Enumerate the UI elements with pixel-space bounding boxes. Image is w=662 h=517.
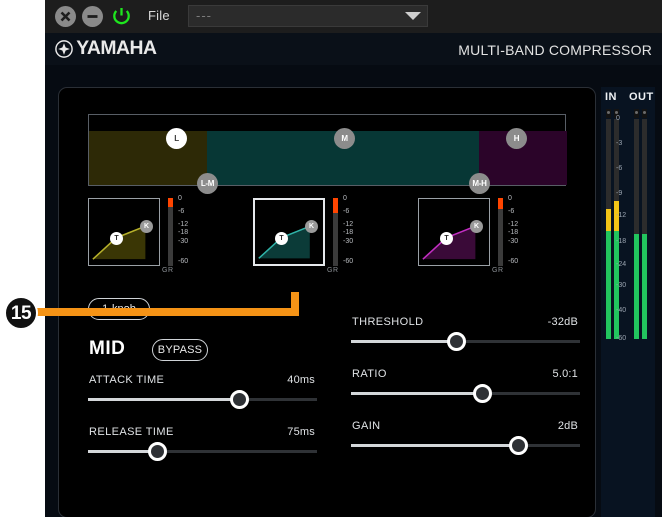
slider-gain[interactable]: GAIN 2dB: [351, 420, 580, 472]
slider-release-time[interactable]: RELEASE TIME 75ms: [88, 426, 317, 478]
threshold-node-low[interactable]: T: [110, 232, 123, 245]
knee-node-low[interactable]: K: [140, 220, 153, 233]
left-slider-column: ATTACK TIME 40ms RELEASE TIME 75ms: [88, 374, 317, 478]
slider-value: 40ms: [287, 374, 315, 386]
slider-track[interactable]: [88, 390, 317, 409]
band-handle-mid[interactable]: M: [334, 128, 355, 149]
slider-track[interactable]: [351, 384, 580, 403]
gr-scale-mid: 0 -6 -12 -18 -30 -60: [343, 195, 354, 265]
gr-label-high: GR: [492, 267, 504, 274]
slider-value: 2dB: [557, 420, 578, 432]
slider-label: RATIO: [352, 368, 387, 380]
threshold-node-high[interactable]: T: [440, 232, 453, 245]
slider-knob[interactable]: [447, 332, 467, 351]
controls-area: 1-knob MID BYPASS ATTACK TIME 40ms: [88, 298, 580, 478]
close-icon[interactable]: [55, 6, 76, 27]
slider-threshold[interactable]: THRESHOLD -32dB: [351, 316, 580, 368]
slider-value: 75ms: [287, 426, 315, 438]
main-area: L M H L-M M-H: [45, 65, 662, 517]
split-handle-l-m[interactable]: L-M: [197, 173, 218, 194]
slider-label: GAIN: [352, 420, 381, 432]
meter-label-out: OUT: [629, 91, 654, 103]
callout-number: 15: [4, 296, 38, 330]
band-graphs: T K 0 -6 -12 -18 -30 -60 GR: [88, 195, 566, 286]
slider-label: ATTACK TIME: [89, 374, 165, 386]
crossover-display[interactable]: L M H L-M M-H: [88, 114, 567, 194]
gr-meter-mid: [333, 198, 338, 266]
meter-out-left: [634, 109, 639, 339]
slider-attack-time[interactable]: ATTACK TIME 40ms: [88, 374, 317, 426]
band-region-low[interactable]: [89, 131, 207, 185]
title-bar: File ---: [45, 0, 662, 33]
slider-knob[interactable]: [230, 390, 250, 409]
knee-node-high[interactable]: K: [470, 220, 483, 233]
gr-label-mid: GR: [327, 267, 339, 274]
meter-in-left: [606, 109, 611, 339]
band-handle-low[interactable]: L: [166, 128, 187, 149]
chevron-down-icon: [405, 12, 421, 20]
slider-track[interactable]: [351, 332, 580, 351]
file-select-value: ---: [196, 8, 212, 23]
minimize-icon[interactable]: [82, 6, 103, 27]
slider-value: -32dB: [547, 316, 578, 328]
yamaha-tuningfork-icon: [55, 40, 73, 58]
level-meters: IN OUT: [601, 87, 655, 517]
slider-track[interactable]: [88, 442, 317, 461]
selected-band-label: MID: [89, 338, 126, 359]
threshold-node-mid[interactable]: T: [275, 232, 288, 245]
meter-scale: 0 -3 -6 -9 -12 -18 -24 -30 -40 -60: [616, 115, 627, 342]
meter-out-right: [642, 109, 647, 339]
power-icon[interactable]: [110, 5, 133, 28]
knee-node-mid[interactable]: K: [305, 220, 318, 233]
file-label: File: [148, 8, 170, 23]
band-graph-high[interactable]: T K 0 -6 -12 -18 -30 -60 GR: [418, 195, 566, 286]
file-select[interactable]: ---: [188, 5, 428, 27]
slider-value: 5.0:1: [552, 368, 578, 380]
slider-track[interactable]: [351, 436, 580, 455]
gr-label-low: GR: [162, 267, 174, 274]
slider-knob[interactable]: [509, 436, 529, 455]
gr-meter-low: [168, 198, 173, 266]
band-graph-mid[interactable]: T K 0 -6 -12 -18 -30 -60 GR: [253, 195, 401, 286]
gr-scale-high: 0 -6 -12 -18 -30 -60: [508, 195, 519, 265]
meter-in-right: [614, 109, 619, 339]
slider-label: THRESHOLD: [352, 316, 424, 328]
yamaha-logo: YAMAHA: [55, 38, 157, 60]
meter-label-in: IN: [605, 91, 617, 103]
gr-meter-high: [498, 198, 503, 266]
slider-knob[interactable]: [147, 442, 167, 461]
slider-knob[interactable]: [472, 384, 492, 403]
brand-name: YAMAHA: [76, 38, 157, 59]
gr-scale-low: 0 -6 -12 -18 -30 -60: [178, 195, 189, 265]
band-handle-high[interactable]: H: [506, 128, 527, 149]
main-panel: L M H L-M M-H: [58, 87, 596, 517]
brand-bar: YAMAHA MULTI-BAND COMPRESSOR: [45, 33, 662, 65]
slider-ratio[interactable]: RATIO 5.0:1: [351, 368, 580, 420]
one-knob-button[interactable]: 1-knob: [88, 298, 150, 320]
band-graph-low[interactable]: T K 0 -6 -12 -18 -30 -60 GR: [88, 195, 236, 286]
product-title: MULTI-BAND COMPRESSOR: [458, 42, 652, 58]
slider-label: RELEASE TIME: [89, 426, 174, 438]
split-handle-m-h[interactable]: M-H: [469, 173, 490, 194]
plugin-window: File --- YAMAHA MULTI-BAND COMPRESSOR: [45, 0, 662, 517]
right-slider-column: THRESHOLD -32dB RATIO 5.0:1: [351, 316, 580, 472]
bypass-button[interactable]: BYPASS: [152, 339, 208, 361]
